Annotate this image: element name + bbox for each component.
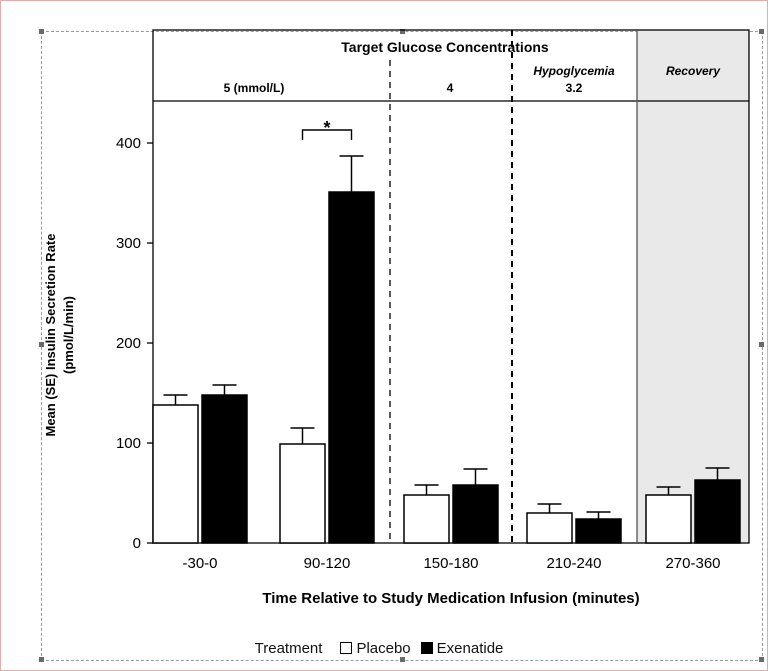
legend-swatch-placebo — [340, 642, 353, 654]
legend: Treatment Placebo Exenatide — [0, 633, 768, 663]
insulin-secretion-chart: Target Glucose Concentrations 5 (mmol/L)… — [43, 29, 750, 607]
y-axis: 0 100 200 300 400 — [116, 135, 153, 552]
recovery-shaded-region — [637, 30, 749, 543]
resize-handle[interactable] — [759, 342, 764, 347]
legend-item-exenatide: Exenatide — [420, 639, 504, 657]
y-tick-label: 300 — [116, 235, 141, 252]
y-tick-label: 400 — [116, 135, 141, 152]
resize-handle[interactable] — [39, 342, 44, 347]
chart-frame — [152, 29, 750, 544]
x-axis: -30-0 90-120 150-180 210-240 270-360 — [182, 555, 720, 572]
bar-placebo-2 — [279, 443, 326, 544]
legend-title: Treatment — [254, 639, 323, 657]
bar-placebo-1 — [152, 404, 199, 544]
phase-sublabel-hypoglycemia: Hypoglycemia — [533, 64, 615, 78]
bar-exenatide-3 — [452, 484, 499, 544]
bar-placebo-5 — [645, 494, 692, 544]
resize-handle[interactable] — [759, 657, 764, 662]
significance-asterisk: * — [323, 118, 330, 138]
resize-handle[interactable] — [400, 657, 405, 662]
legend-swatch-exenatide — [420, 642, 433, 654]
x-tick-label: 90-120 — [304, 555, 351, 572]
resize-handle[interactable] — [759, 29, 764, 34]
y-axis-label-line1: Mean (SE) Insulin Secretion Rate — [43, 234, 58, 437]
y-tick-label: 200 — [116, 335, 141, 352]
chart-title: Target Glucose Concentrations — [341, 39, 549, 55]
bar-placebo-3 — [403, 494, 450, 544]
legend-label-exenatide: Exenatide — [436, 639, 504, 657]
y-tick-label: 0 — [133, 535, 141, 552]
significance-line — [301, 129, 353, 140]
x-tick-label: 210-240 — [546, 555, 601, 572]
x-axis-label: Time Relative to Study Medication Infusi… — [262, 590, 639, 607]
legend-label-placebo: Placebo — [356, 639, 411, 657]
significance-bracket: * — [301, 118, 353, 140]
bar-exenatide-5 — [694, 479, 741, 544]
bar-exenatide-2 — [328, 191, 375, 544]
y-tick-label: 100 — [116, 435, 141, 452]
phase-label-3-2: 3.2 — [566, 81, 583, 95]
bar-exenatide-1 — [201, 394, 248, 544]
resize-handle[interactable] — [400, 29, 405, 34]
resize-handle[interactable] — [39, 657, 44, 662]
phase-label-5: 5 (mmol/L) — [224, 81, 285, 95]
bar-placebo-4 — [526, 512, 573, 544]
phase-label-recovery: Recovery — [666, 64, 721, 78]
x-tick-label: -30-0 — [182, 555, 217, 572]
x-tick-label: 270-360 — [665, 555, 720, 572]
bars — [152, 155, 741, 544]
x-tick-label: 150-180 — [423, 555, 478, 572]
legend-item-placebo: Placebo — [340, 639, 411, 657]
phase-label-4: 4 — [447, 81, 454, 95]
bar-exenatide-4 — [575, 518, 622, 544]
y-axis-label-line2: (pmol/L/min) — [61, 296, 76, 374]
resize-handle[interactable] — [39, 29, 44, 34]
